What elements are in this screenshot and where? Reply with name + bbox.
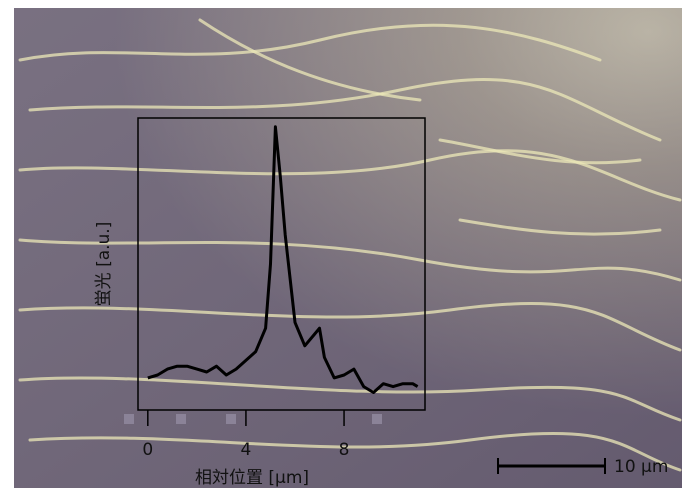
x-tick-label: 8 <box>339 440 350 460</box>
figure: 相対位置 [μm] 蛍光 [a.u.] 10 μm 0 4 8 <box>0 0 686 499</box>
x-tick-label: 0 <box>142 440 153 460</box>
scale-bar-label: 10 μm <box>614 457 668 477</box>
y-axis-label: 蛍光 [a.u.] <box>94 222 114 307</box>
x-tick-label: 4 <box>241 440 252 460</box>
x-axis-label: 相対位置 [μm] <box>195 468 309 488</box>
